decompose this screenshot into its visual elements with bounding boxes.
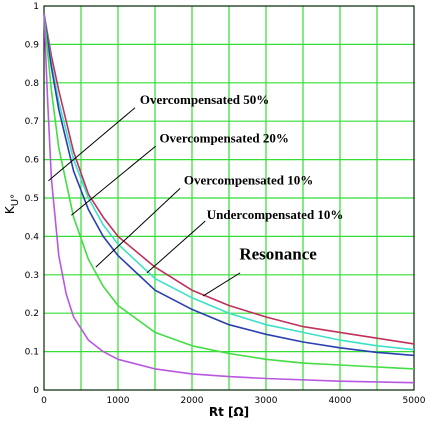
y-tick-label: 0.9 (25, 40, 40, 50)
x-tick-label: 3000 (255, 396, 278, 406)
annotations: Overcompensated 50% Overcompensated 20% Ov… (48, 92, 344, 297)
x-tick-label: 1000 (107, 396, 130, 406)
annotation-leader-line (146, 220, 206, 274)
y-axis-label-main: K (3, 205, 17, 214)
grid (43, 5, 415, 391)
series-line (43, 13, 415, 357)
x-axis-label: Rt [Ω] (209, 405, 249, 419)
annotation-leader-line (95, 188, 181, 268)
annotation-leader-line (48, 107, 136, 182)
annotation-leader-line (202, 272, 241, 297)
annotation-label: Resonance (239, 244, 317, 263)
y-axis-label-sub: U° (10, 194, 21, 206)
series-line (43, 13, 415, 384)
series-line (43, 13, 415, 345)
x-tick-label: 2000 (181, 396, 204, 406)
annotation-label: Overcompensated 10% (184, 173, 313, 188)
series-line (43, 13, 415, 351)
y-axis-label: KU° (3, 194, 21, 214)
y-tick-label: 0.4 (25, 232, 40, 242)
x-tick-label: 0 (41, 396, 47, 406)
y-tick-label: 0.7 (25, 117, 39, 127)
annotation-label: Overcompensated 20% (159, 130, 288, 145)
x-tick-label: 4000 (329, 396, 352, 406)
annotation-leader-line (71, 145, 157, 216)
y-tick-label: 1 (33, 2, 39, 12)
y-tick-label: 0 (33, 386, 39, 396)
series-line (43, 13, 415, 370)
annotation-label: Undercompensated 10% (207, 207, 344, 222)
x-tick-label: 5000 (403, 396, 426, 406)
y-tick-label: 0.2 (25, 309, 39, 319)
y-tick-label: 0.8 (25, 79, 40, 89)
y-tick-label: 0.5 (25, 194, 39, 204)
plot-frame (43, 5, 415, 391)
tick-labels: 0 1000 2000 3000 4000 5000 0 0.1 0.2 0.3 0.4 0.5 0.6… (25, 2, 426, 406)
series (43, 13, 415, 384)
y-tick-label: 0.3 (25, 271, 39, 281)
annotation-label: Overcompensated 50% (140, 92, 269, 107)
y-tick-label: 0.1 (25, 348, 39, 358)
y-tick-label: 0.6 (25, 156, 40, 166)
